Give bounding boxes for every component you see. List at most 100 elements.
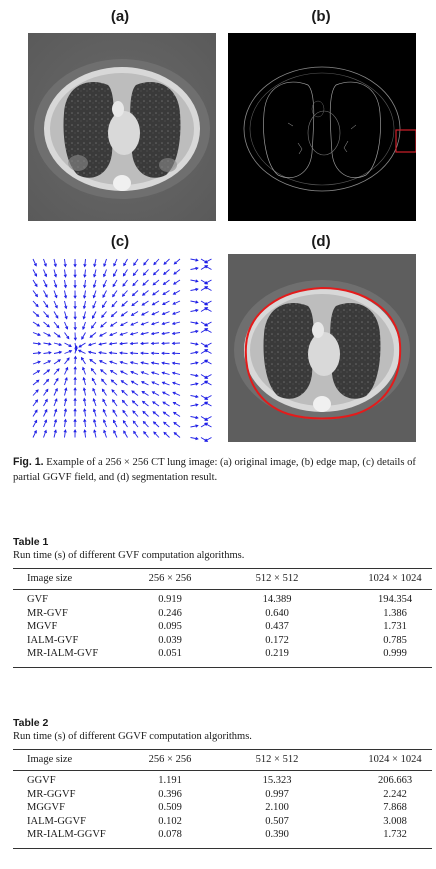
field-arrow (43, 379, 49, 386)
field-arrow (162, 391, 170, 396)
field-arrow (121, 390, 128, 396)
field-arrow (190, 404, 198, 407)
field-arrow-head (131, 293, 136, 297)
field-arrow-head (54, 408, 58, 413)
field-arrow (132, 400, 139, 407)
field-arrow-head (150, 331, 155, 336)
field-arrow-head (172, 411, 177, 415)
field-arrow (152, 290, 160, 296)
field-arrow-head (195, 373, 199, 378)
field-arrow (83, 388, 86, 396)
field-arrow (93, 398, 97, 407)
field-arrow-head (68, 344, 72, 347)
field-arrow (64, 279, 67, 288)
field-arrow-head (109, 323, 114, 327)
field-arrow-head (120, 380, 124, 384)
field-arrow-head (34, 419, 38, 424)
field-arrow-head (161, 302, 166, 305)
edge-map-image (228, 33, 416, 221)
field-arrow (109, 361, 118, 365)
field-arrow-head (142, 420, 147, 425)
field-arrow (101, 311, 107, 318)
field-arrow-head (172, 291, 177, 295)
field-arrow-head (121, 303, 125, 307)
field-arrow-head (34, 409, 38, 413)
field-arrow-head (195, 329, 199, 334)
field-arrow-head (132, 272, 136, 277)
field-arrow (53, 430, 57, 438)
field-arrow (32, 300, 39, 307)
field-arrow-head (33, 429, 37, 434)
field-arrow-head (102, 294, 106, 298)
field-arrow (112, 399, 118, 407)
field-arrow-head (89, 358, 93, 363)
field-arrow-head (63, 418, 67, 423)
field-arrow-head (53, 418, 58, 423)
table2-row-3-cell-0: IALM-GGVF (27, 815, 86, 827)
field-arrow-head (171, 351, 176, 355)
field-arrow-head (120, 323, 124, 326)
field-arrow-head (150, 371, 155, 375)
field-arrow-head (45, 388, 49, 392)
field-arrow (53, 258, 57, 267)
field-arrow-head (73, 326, 77, 331)
field-arrow (53, 388, 58, 396)
field-arrow-head (92, 294, 96, 299)
field-arrow (53, 368, 60, 375)
field-arrow-head (152, 292, 156, 296)
field-arrow (131, 380, 139, 386)
field-arrow-head (109, 370, 114, 374)
field-arrow (130, 371, 139, 375)
field-arrow-head (98, 351, 102, 355)
field-arrow (121, 300, 128, 307)
field-arrow-head (82, 316, 86, 320)
field-arrow-head (82, 305, 87, 310)
field-arrow (174, 258, 181, 265)
table2-row-2-cell-3: 7.868 (383, 802, 407, 814)
field-arrow (53, 378, 59, 386)
field-arrow (163, 269, 170, 275)
field-arrow-head (195, 436, 199, 441)
field-arrow (84, 269, 86, 278)
field-arrow-head (112, 294, 116, 298)
field-arrow (78, 349, 86, 354)
field-arrow (43, 399, 48, 407)
field-arrow (53, 409, 57, 417)
field-arrow-head (103, 273, 107, 278)
field-arrow (83, 377, 86, 386)
field-arrow (110, 321, 118, 327)
field-arrow (190, 425, 198, 428)
field-arrow (64, 357, 70, 365)
field-arrow (99, 351, 107, 354)
field-arrow-head (172, 381, 176, 385)
field-arrow-head (171, 321, 176, 325)
field-arrow-head (143, 430, 147, 435)
field-arrow (151, 321, 160, 325)
field-arrow (88, 342, 97, 346)
field-arrow-head (130, 312, 135, 316)
field-arrow (163, 432, 170, 438)
field-arrow (153, 421, 160, 428)
field-arrow (64, 377, 68, 386)
field-arrow-head (100, 369, 104, 373)
field-arrow (64, 321, 68, 330)
field-arrow (32, 269, 37, 277)
field-arrow (53, 359, 61, 365)
field-arrow (93, 290, 97, 298)
field-arrow (113, 430, 118, 438)
field-arrow (84, 419, 86, 428)
table2-top-rule (13, 749, 432, 750)
field-arrow (83, 398, 86, 407)
field-arrow-head (152, 282, 156, 286)
field-arrow (83, 311, 86, 319)
field-arrow-head (171, 331, 176, 335)
field-arrow-head (141, 390, 145, 394)
field-arrow (32, 321, 40, 327)
field-arrow (111, 389, 118, 396)
field-arrow (172, 392, 181, 396)
table2-row-0-cell-1: 1.191 (158, 775, 182, 786)
field-arrow-head (142, 410, 146, 414)
field-arrow-head (83, 274, 87, 278)
field-arrow-head (65, 326, 69, 330)
field-arrow (82, 367, 86, 375)
